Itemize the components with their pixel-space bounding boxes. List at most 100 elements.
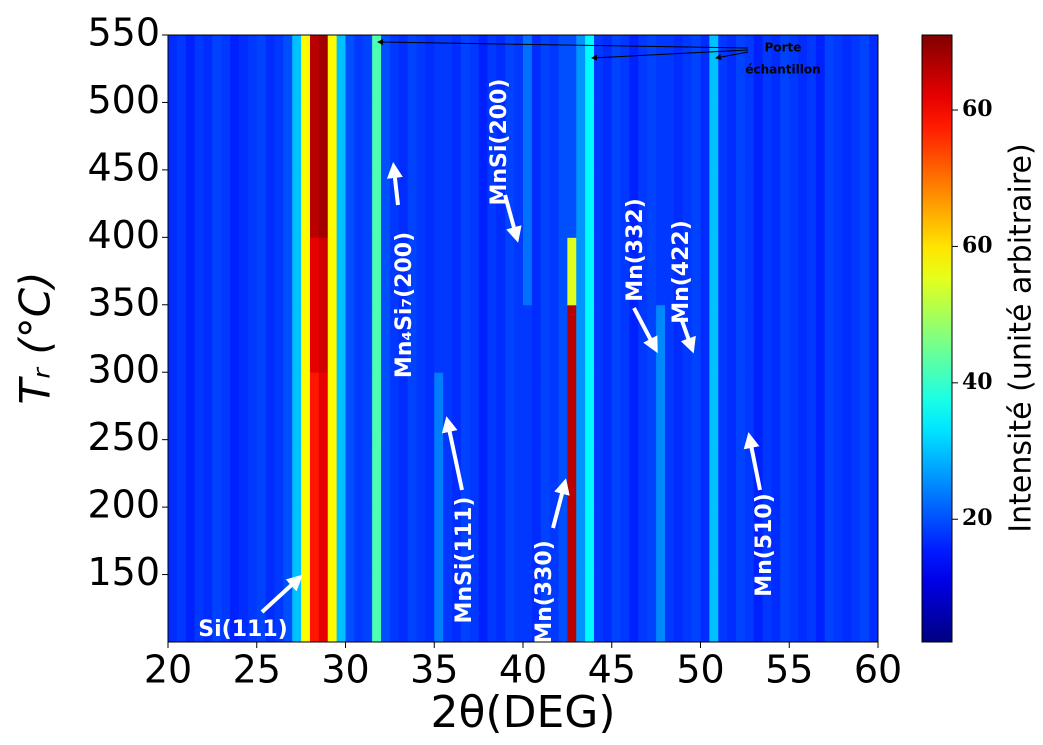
cell	[221, 507, 231, 576]
cell	[798, 372, 808, 441]
cell	[602, 102, 613, 171]
cell	[425, 35, 435, 103]
cell	[301, 372, 311, 441]
cell	[762, 237, 772, 306]
cell	[310, 507, 320, 576]
annotation: MnSi(111)	[452, 497, 477, 624]
cell	[381, 169, 391, 238]
cell	[771, 237, 781, 306]
cell	[798, 439, 808, 508]
cell	[611, 169, 622, 238]
cell	[212, 35, 222, 103]
cell	[318, 35, 329, 103]
cell	[833, 237, 843, 306]
cell	[833, 169, 843, 238]
cell	[194, 102, 204, 171]
cell	[469, 439, 480, 508]
cell	[221, 102, 231, 171]
cell	[274, 169, 284, 238]
cell	[354, 102, 364, 171]
x-tick-label: 50	[676, 648, 724, 692]
cell	[230, 304, 240, 373]
cell	[851, 507, 861, 576]
cell	[744, 304, 755, 373]
cell	[842, 169, 852, 238]
colorbar-tick-label: 40	[962, 369, 993, 395]
cell	[407, 439, 417, 508]
cell	[398, 574, 409, 643]
cell	[310, 439, 320, 508]
cell	[807, 237, 817, 306]
cell	[327, 304, 338, 373]
cell	[292, 372, 302, 441]
cell	[682, 102, 693, 171]
cell	[558, 439, 568, 508]
cell	[780, 507, 790, 576]
cell	[301, 304, 311, 373]
cell	[700, 237, 710, 306]
cell	[310, 304, 320, 373]
cell	[372, 102, 382, 171]
cell	[230, 35, 240, 103]
cell	[691, 35, 701, 103]
cell	[549, 169, 559, 238]
cell	[514, 372, 524, 441]
x-tick-label: 20	[144, 648, 192, 692]
cell	[869, 169, 879, 238]
cell	[398, 507, 409, 576]
cell	[744, 507, 755, 576]
cell	[185, 237, 196, 306]
cell	[407, 372, 417, 441]
cell	[203, 304, 213, 373]
cell	[576, 35, 586, 103]
annotation: Mn(422)	[669, 220, 694, 324]
cell	[700, 574, 710, 643]
cell	[416, 304, 426, 373]
cell	[771, 439, 781, 508]
cell	[327, 237, 338, 306]
cell	[407, 169, 417, 238]
cell	[558, 237, 568, 306]
cell	[487, 439, 497, 508]
cell	[327, 372, 338, 441]
cell	[523, 102, 533, 171]
cell	[327, 169, 338, 238]
cell	[585, 304, 595, 373]
cell	[327, 574, 338, 643]
cell	[345, 574, 355, 643]
colorbar-tick-label: 60	[962, 96, 993, 122]
cell	[691, 169, 701, 238]
cell	[647, 237, 657, 306]
cell	[523, 507, 533, 576]
cell	[567, 439, 577, 508]
cell	[594, 102, 604, 171]
cell	[824, 102, 835, 171]
cell	[292, 102, 302, 171]
cell	[434, 372, 444, 441]
cell	[531, 102, 542, 171]
cell	[434, 439, 444, 508]
cell	[665, 372, 675, 441]
cell	[301, 102, 311, 171]
y-tick-label: 450	[87, 145, 160, 189]
cell	[274, 237, 284, 306]
cell	[851, 439, 861, 508]
cell	[345, 304, 355, 373]
cell	[780, 304, 790, 373]
cell	[336, 169, 346, 238]
cell	[647, 507, 657, 576]
cell	[301, 507, 311, 576]
cell	[496, 372, 506, 441]
cell	[452, 169, 462, 238]
cell	[780, 372, 790, 441]
cell	[736, 35, 746, 103]
cell	[665, 304, 675, 373]
arrow	[386, 162, 403, 206]
cell	[425, 507, 435, 576]
cell	[310, 237, 320, 306]
cell	[549, 507, 559, 576]
cell	[514, 35, 524, 103]
cell	[700, 35, 710, 103]
cell	[762, 372, 772, 441]
cell	[576, 237, 586, 306]
